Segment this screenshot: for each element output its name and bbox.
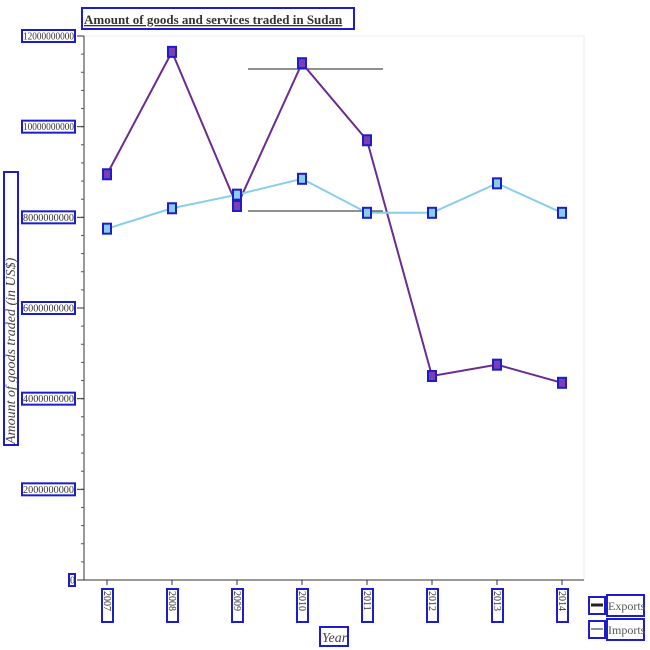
x-axis-label: Year [319,626,349,647]
legend-label-imports: Imports [608,623,646,637]
data-point-imports[interactable] [102,222,112,235]
x-tick-label-box [296,588,309,623]
data-point-exports[interactable] [427,370,437,382]
data-point-exports[interactable] [492,358,502,371]
series-exports [106,49,563,384]
y-tick-label-box [21,29,76,43]
x-tick-label: 2008 [166,591,177,611]
x-tick-label: 2014 [556,591,567,611]
data-point-exports[interactable] [232,200,242,212]
data-point-exports[interactable] [557,376,567,389]
x-tick-label: 2012 [426,591,437,611]
x-tick-label-box [101,588,114,623]
y-tick-label-box [68,573,76,587]
series-line-exports [106,49,563,384]
x-tick-label-box [166,588,179,623]
data-point-imports[interactable] [232,188,242,201]
x-axis-label-text: Year [322,631,348,646]
x-axis-ticks: 2007 2008 2009 2010 2011 2012 2013 2014 [101,580,569,623]
x-tick-label: 2011 [361,591,372,611]
y-tick-label: 2000000000 [23,485,74,496]
data-point-exports[interactable] [362,134,372,147]
x-tick-label: 2007 [101,591,112,611]
data-point-imports[interactable] [557,206,567,219]
x-tick-label-box [426,588,439,623]
data-point-imports[interactable] [167,202,177,215]
legend: Exports Imports [588,594,646,641]
data-point-imports[interactable] [297,172,307,185]
data-point-imports[interactable] [492,177,502,190]
data-point-imports[interactable] [362,206,372,219]
y-tick-label: 6000000000 [23,304,74,315]
series-layer [102,45,567,389]
y-axis-label-text: Amount of goods traded (in US$) [4,257,19,445]
y-tick-label-box [21,119,76,134]
y-tick-label: 4000000000 [23,394,74,405]
data-point-exports[interactable] [102,168,112,181]
series-markers-exports [102,45,567,389]
data-point-exports[interactable] [297,57,307,70]
y-tick-label-box [21,210,76,225]
plot-area [83,35,585,581]
legend-item-exports[interactable]: Exports [588,594,646,617]
legend-item-imports[interactable]: Imports [588,618,646,641]
y-tick-label-box [21,391,76,406]
x-tick-label-box [361,588,374,623]
series-markers-imports [102,172,567,235]
y-tick-label-box [21,482,76,497]
y-tick-label: 8000000000 [23,213,74,224]
x-tick-label: 2009 [231,591,242,611]
x-tick-label-box [556,588,569,623]
series-imports [106,177,563,230]
data-point-exports[interactable] [167,45,177,58]
chart-title: Amount of goods and services traded in S… [81,7,355,30]
y-tick-label: 10000000000 [23,122,74,133]
y-tick-label: 12000000000 [23,32,74,43]
legend-label-exports: Exports [608,599,646,613]
y-axis-label: Amount of goods traded (in US$) [3,171,19,446]
y-tick-label: 0 [70,576,75,587]
series-line-imports [106,177,563,230]
data-point-imports[interactable] [427,206,437,219]
x-tick-label-box [231,588,244,623]
y-tick-label-box [21,301,76,315]
chart-title-text: Amount of goods and services traded in S… [84,12,343,27]
y-axis-ticks: 0 2000000000 4000000000 6000000000 800000000… [21,29,84,587]
x-tick-label: 2013 [491,591,502,611]
x-tick-label-box [491,588,504,623]
x-tick-label: 2010 [296,591,307,611]
